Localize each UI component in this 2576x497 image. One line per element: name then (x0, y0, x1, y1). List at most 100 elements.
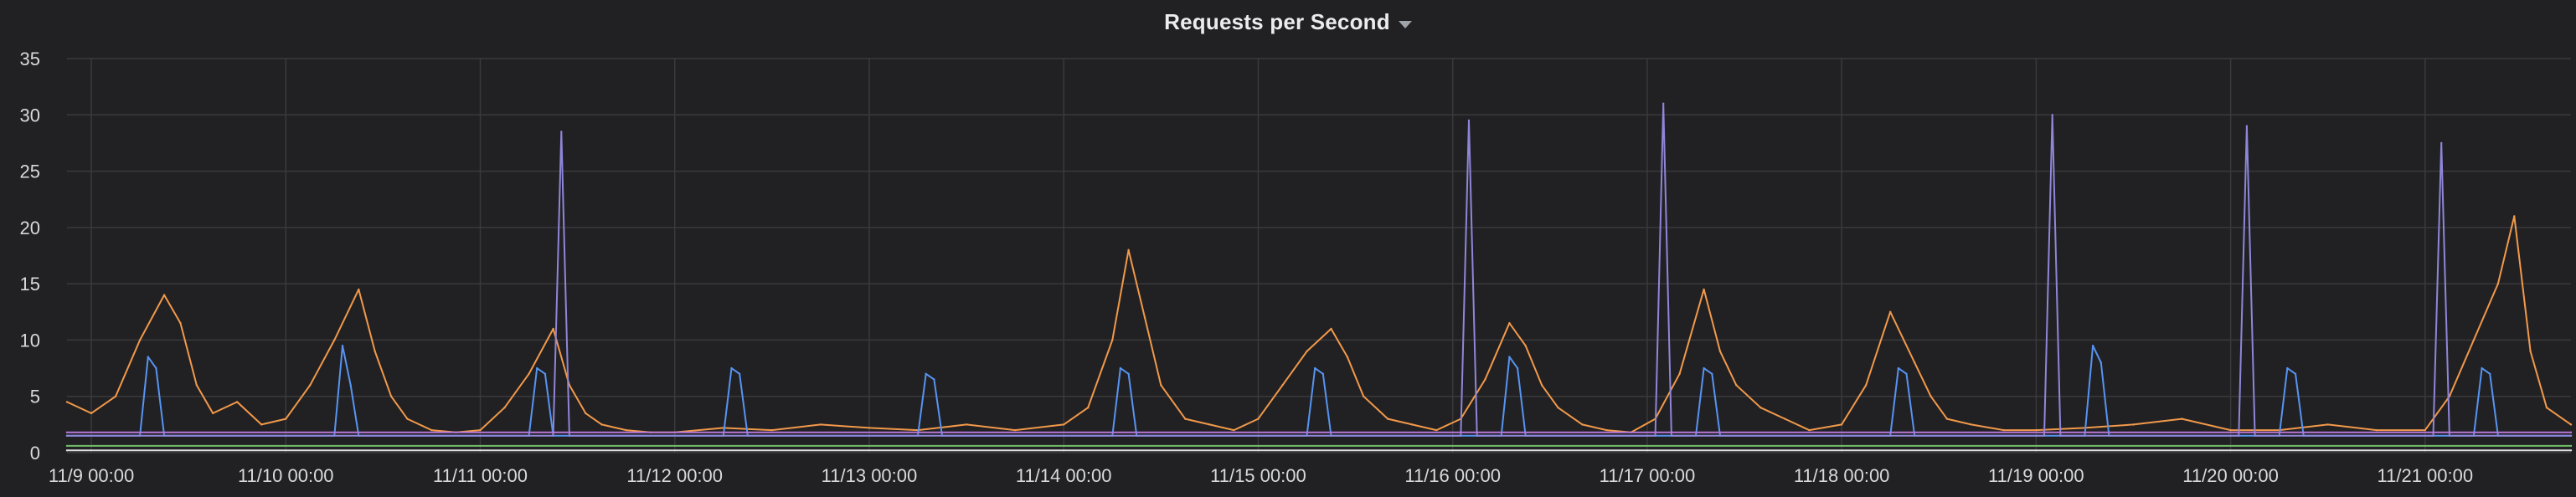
data-point (1703, 366, 1705, 370)
data-point (1516, 366, 1519, 370)
data-point (1654, 434, 1656, 437)
data-point (2569, 434, 2573, 437)
data-point (138, 339, 142, 341)
data-point (90, 412, 93, 415)
data-point (155, 366, 157, 370)
data-point (1581, 423, 1584, 426)
data-point (2472, 339, 2476, 341)
data-point (2569, 423, 2573, 426)
data-point (568, 434, 571, 437)
data-point (2091, 345, 2094, 347)
data-point (65, 449, 69, 452)
data-point (1557, 407, 1559, 409)
data-point (333, 339, 336, 341)
data-point (341, 345, 344, 347)
x-tick-label: 11/12 00:00 (626, 465, 723, 486)
data-point (147, 356, 149, 358)
data-point (770, 428, 773, 432)
panel-title-menu[interactable]: Requests per Second (1164, 9, 1412, 35)
data-point (933, 378, 935, 381)
data-point (2132, 423, 2135, 426)
data-point (560, 131, 563, 133)
data-point (2569, 449, 2573, 452)
data-point (1119, 366, 1122, 370)
data-point (114, 395, 117, 397)
data-point (925, 372, 927, 375)
data-point (2432, 434, 2434, 437)
grid-layer (67, 58, 2571, 453)
data-point (1184, 418, 1187, 420)
data-point (868, 427, 871, 429)
data-point (1929, 395, 1932, 397)
y-axis: 0 5 10 15 20 25 30 35 (20, 49, 40, 464)
data-point (2254, 434, 2256, 437)
data-point (1330, 327, 1332, 330)
data-point (2489, 372, 2491, 375)
data-point (552, 434, 554, 437)
data-point (1897, 366, 1900, 370)
data-point (1127, 248, 1130, 251)
data-point (1363, 395, 1365, 397)
data-point (1945, 418, 1949, 420)
data-point (1905, 372, 1908, 375)
data-point (2569, 431, 2573, 433)
data-point (2238, 434, 2240, 437)
data-point (1605, 428, 1608, 432)
data-point (2326, 423, 2329, 426)
data-point (819, 423, 822, 426)
data-point (1321, 372, 1325, 375)
data-point (1460, 434, 1462, 437)
x-tick-label: 11/20 00:00 (2182, 465, 2279, 486)
x-tick-label: 11/10 00:00 (238, 465, 334, 486)
data-point (1670, 434, 1673, 437)
data-point (309, 384, 312, 387)
series-layer (65, 102, 2573, 452)
data-point (1865, 384, 1868, 387)
data-point (1540, 384, 1543, 387)
x-tick-label: 11/19 00:00 (1988, 465, 2084, 486)
data-point (2051, 114, 2053, 116)
data-point (1281, 384, 1284, 387)
panel-title: Requests per Second (1164, 8, 1390, 34)
data-point (1970, 423, 1973, 426)
data-point (1087, 407, 1090, 409)
data-point (65, 434, 69, 437)
chevron-down-icon[interactable] (1398, 20, 1412, 28)
data-point (1013, 428, 1017, 432)
y-tick-label: 0 (30, 443, 40, 464)
x-axis: 11/9 00:00 11/10 00:00 11/11 00:00 11/12 00… (49, 465, 2473, 486)
y-tick-label: 20 (20, 218, 40, 238)
data-point (236, 401, 239, 403)
data-point (2513, 215, 2516, 218)
data-point (212, 412, 214, 415)
data-point (544, 372, 547, 375)
x-tick-label: 11/15 00:00 (1210, 465, 1306, 486)
data-point (2481, 366, 2483, 370)
data-point (1127, 372, 1130, 375)
data-point (528, 372, 530, 375)
data-point (1735, 384, 1738, 387)
data-point (1257, 418, 1260, 420)
data-point (552, 327, 554, 330)
series-line-1 (66, 215, 2572, 433)
data-point (1306, 350, 1308, 353)
x-tick-label: 11/18 00:00 (1794, 465, 1890, 486)
data-point (1484, 378, 1486, 381)
data-point (2529, 350, 2532, 353)
x-tick-label: 11/21 00:00 (2378, 465, 2474, 486)
y-tick-label: 10 (20, 330, 40, 351)
y-tick-label: 25 (20, 161, 40, 182)
data-point (1346, 356, 1349, 358)
data-point (1914, 361, 1916, 364)
data-point (1784, 418, 1786, 420)
data-point (1411, 423, 1414, 426)
data-point (2245, 125, 2249, 127)
data-point (730, 366, 733, 370)
data-point (1718, 350, 1722, 353)
data-point (1314, 366, 1316, 370)
data-point (1524, 345, 1527, 347)
y-tick-label: 30 (20, 105, 40, 126)
data-point (2099, 361, 2102, 364)
